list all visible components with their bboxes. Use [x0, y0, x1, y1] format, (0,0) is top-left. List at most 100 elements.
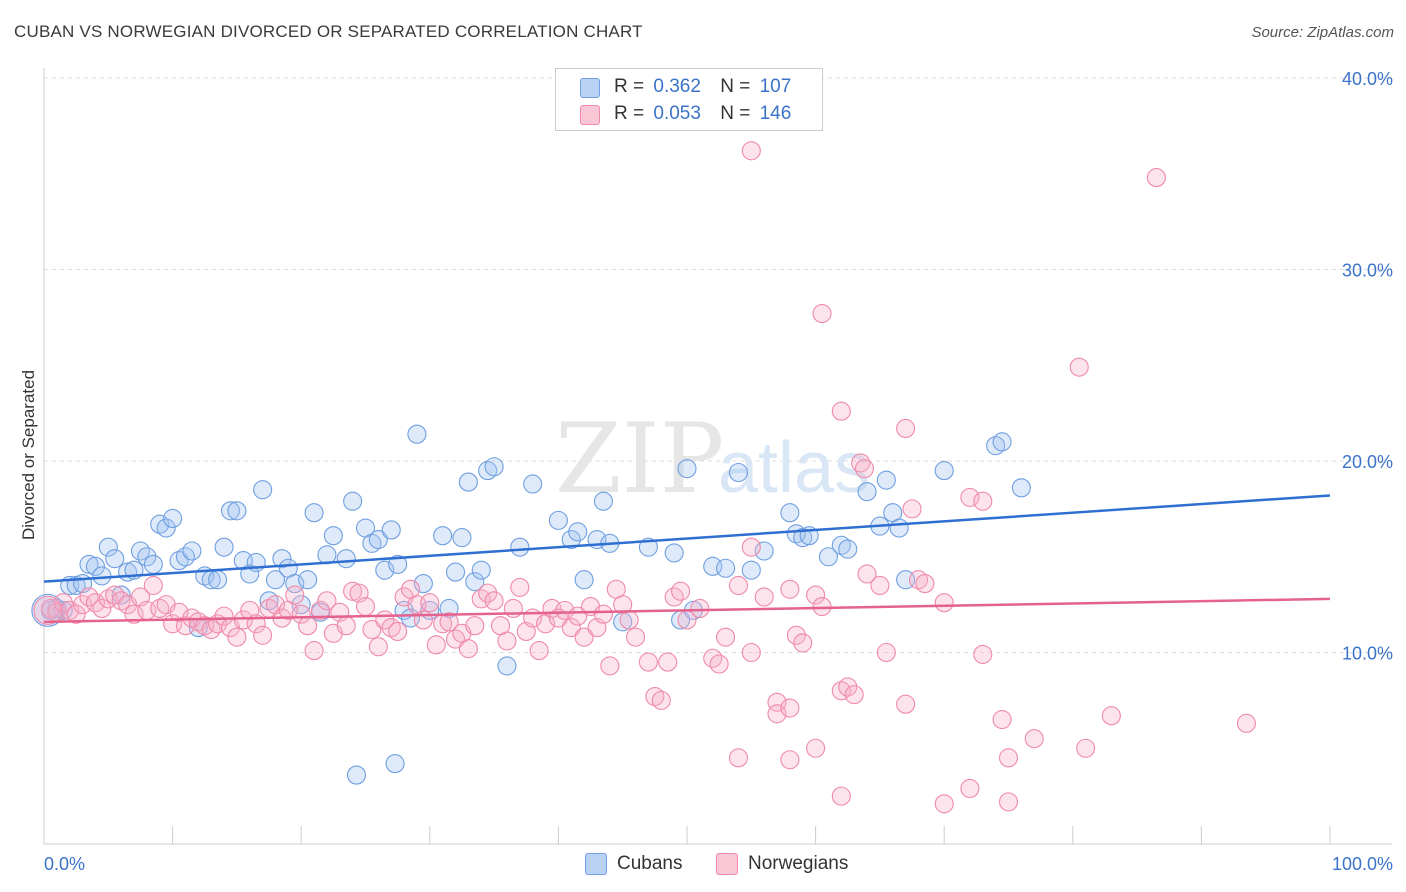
norwegians-point — [998, 748, 1019, 768]
norwegians-point — [651, 690, 671, 710]
cubans-point — [857, 482, 877, 502]
cubans-point — [92, 566, 112, 586]
norwegians-point — [934, 794, 954, 814]
cubans-point — [346, 765, 367, 785]
cubans-swatch — [585, 853, 607, 875]
cubans-point — [381, 520, 401, 540]
cubans-point — [568, 522, 588, 542]
cubans-point — [716, 558, 736, 578]
norwegians-point — [510, 577, 530, 597]
norwegians-point — [600, 656, 620, 676]
norwegians-point — [388, 621, 408, 641]
cubans-point — [497, 656, 517, 676]
cubans-point — [388, 554, 408, 574]
norwegians-points — [33, 141, 1256, 814]
norwegians-point — [793, 633, 813, 653]
norwegians-point — [1146, 168, 1166, 188]
norwegians-point — [934, 593, 954, 613]
cubans-point — [413, 574, 433, 594]
norwegians-legend-label: Norwegians — [748, 853, 849, 874]
cubans-point — [780, 503, 800, 523]
norwegians-point — [780, 698, 800, 718]
cubans-point — [163, 508, 183, 529]
legend-r-label: R = — [614, 76, 645, 97]
cubans-point — [291, 595, 311, 615]
cubans-point — [407, 424, 427, 444]
norwegians-point — [92, 598, 112, 619]
norwegians-point — [343, 581, 363, 601]
norwegians-point — [896, 418, 916, 438]
norwegians-point — [806, 738, 826, 758]
cubans-point — [613, 612, 633, 632]
norwegians-point — [1024, 729, 1044, 749]
x-tick-label-min: 0.0% — [44, 854, 85, 874]
norwegians-point — [838, 677, 858, 697]
norwegians-point — [420, 593, 440, 613]
cubans-point — [220, 501, 241, 521]
norwegians-point — [561, 618, 581, 638]
norwegians-point — [304, 641, 324, 661]
cubans-point — [79, 554, 99, 574]
cubans-point — [793, 528, 813, 548]
norwegians-point — [844, 685, 864, 705]
correlation-legend: R = 0.362 N = 107 R = 0.053 N = 146 — [555, 68, 823, 131]
trend-lines — [43, 494, 1331, 624]
cubans-point — [728, 462, 748, 483]
cubans-point — [445, 562, 466, 582]
norwegians-point — [973, 644, 993, 664]
norwegians-point — [992, 709, 1012, 730]
y-tick-label: 20.0% — [1342, 452, 1393, 472]
norwegians-point — [285, 585, 305, 605]
norwegians-point — [555, 600, 575, 620]
cubans-point — [253, 480, 273, 500]
cubans-point — [214, 537, 234, 557]
norwegians-point — [362, 619, 382, 640]
norwegians-point — [465, 616, 485, 636]
norwegians-point — [143, 575, 163, 596]
norwegians-point — [175, 616, 196, 636]
norwegians-point — [831, 786, 851, 806]
norwegians-point — [214, 606, 234, 626]
norwegians-point — [291, 604, 311, 624]
legend-n-label: N = — [720, 76, 751, 97]
norwegians-point — [741, 642, 761, 663]
norwegians-point — [870, 575, 890, 596]
cubans-trend-line — [43, 494, 1331, 583]
norwegians-point — [786, 625, 806, 645]
y-tick-label: 10.0% — [1342, 644, 1393, 664]
norwegians-point — [355, 596, 376, 617]
norwegians-point — [767, 692, 787, 712]
cubans-point — [889, 518, 909, 538]
norwegians-point — [854, 459, 875, 479]
axes — [43, 68, 1392, 845]
cubans-point — [240, 564, 260, 584]
cubans-point — [368, 529, 388, 550]
norwegians-point — [66, 604, 86, 624]
cubans-point — [1011, 478, 1031, 498]
norwegians-point — [317, 591, 337, 611]
norwegians-point — [1101, 706, 1121, 726]
norwegians-trend-line — [43, 597, 1331, 624]
norwegians-point — [497, 631, 517, 651]
norwegians-point — [1076, 738, 1096, 758]
x-tick-label-max: 100.0% — [1332, 854, 1393, 874]
norwegians-point — [529, 641, 549, 661]
cubans-point — [343, 491, 363, 511]
chart-source: Source: ZipAtlas.com — [1251, 24, 1394, 41]
norwegians-point — [973, 491, 993, 511]
norwegians-point — [638, 652, 658, 672]
cubans-point — [992, 432, 1012, 452]
norwegians-point — [253, 625, 273, 645]
norwegians-point — [1069, 357, 1089, 377]
norwegians-point — [368, 637, 388, 657]
norwegians-point — [806, 585, 826, 605]
y-tick-label: 30.0% — [1342, 261, 1393, 281]
norwegians-point — [310, 600, 331, 620]
norwegians-point — [484, 591, 504, 611]
watermark-zip: ZIP — [555, 403, 724, 515]
norwegians-point — [812, 303, 832, 324]
cubans-point — [272, 549, 292, 569]
norwegians-swatch — [580, 105, 600, 125]
cubans-point — [677, 459, 697, 479]
